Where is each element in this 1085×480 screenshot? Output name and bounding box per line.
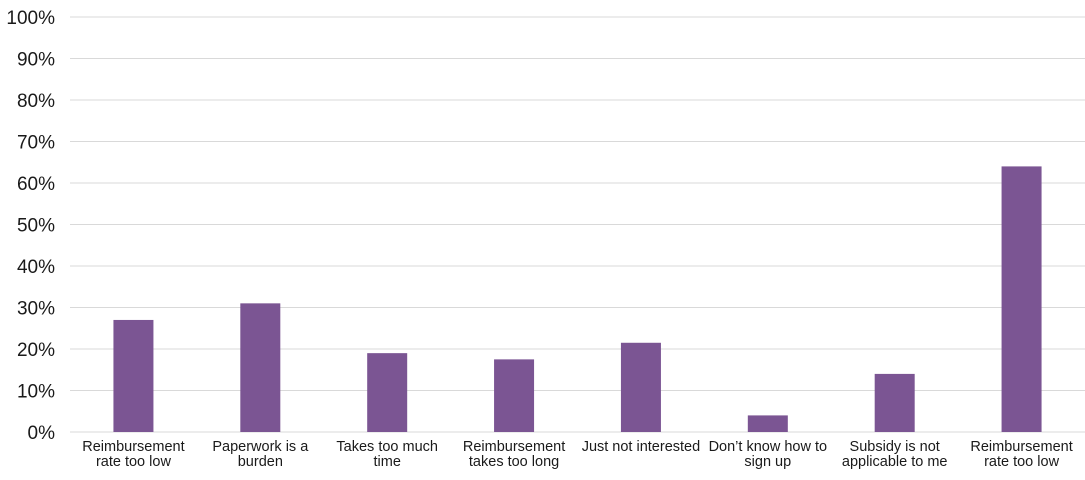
bar (620, 342, 661, 432)
y-tick-label: 90% (17, 50, 55, 71)
y-tick-label: 10% (17, 382, 55, 403)
x-tick-label: Reimbursement takes too long (463, 439, 565, 470)
x-tick-label: Paperwork is a burden (212, 439, 309, 470)
x-tick-label-line: Just not interested (582, 439, 701, 455)
x-tick-label-line: takes too long (469, 454, 559, 470)
gridlines (70, 16, 1085, 433)
bar (240, 303, 281, 432)
x-tick-label: Reimbursement rate too low (970, 439, 1072, 470)
x-tick-label-line: rate too low (96, 454, 171, 470)
y-tick-label: 80% (17, 91, 55, 112)
x-tick-label-line: rate too low (984, 454, 1059, 470)
y-tick-label: 100% (6, 8, 55, 29)
y-tick-label: 40% (17, 257, 55, 278)
x-tick-label-line: time (373, 454, 400, 470)
bar (1001, 166, 1042, 432)
y-tick-label: 70% (17, 133, 55, 154)
y-tick-label: 50% (17, 216, 55, 237)
x-tick-label-line: sign up (744, 454, 791, 470)
y-tick-label: 0% (28, 423, 56, 444)
x-tick-label: Don’t know how to sign up (709, 439, 827, 470)
x-tick-label-line: Reimbursement (970, 439, 1072, 455)
bar (747, 415, 788, 432)
x-tick-label-line: burden (238, 454, 283, 470)
x-tick-label: Just not interested (582, 439, 701, 455)
bar (367, 353, 408, 432)
y-tick-label: 20% (17, 340, 55, 361)
x-tick-label-line: Paperwork is a (212, 439, 309, 455)
x-tick-label-line: Takes too much (336, 439, 438, 455)
x-tick-label-line: Reimbursement (463, 439, 565, 455)
x-tick-label-line: applicable to me (842, 454, 948, 470)
x-tick-label: Reimbursement rate too low (82, 439, 184, 470)
bar (113, 319, 154, 432)
x-tick-label-line: Reimbursement (82, 439, 184, 455)
bars (113, 166, 1042, 432)
bar (874, 373, 915, 432)
y-tick-label: 60% (17, 174, 55, 195)
x-tick-label-line: Don’t know how to (709, 439, 827, 455)
x-tick-label: Subsidy is not applicable to me (842, 439, 948, 470)
x-tick-label-line: Subsidy is not (850, 439, 940, 455)
bar (494, 359, 535, 432)
x-tick-label: Takes too much time (336, 439, 438, 470)
y-axis-ticks: 0% 10% 20% 30% 40% 50% 60% 70% 80% 90% 100% (6, 8, 55, 444)
y-tick-label: 30% (17, 299, 55, 320)
